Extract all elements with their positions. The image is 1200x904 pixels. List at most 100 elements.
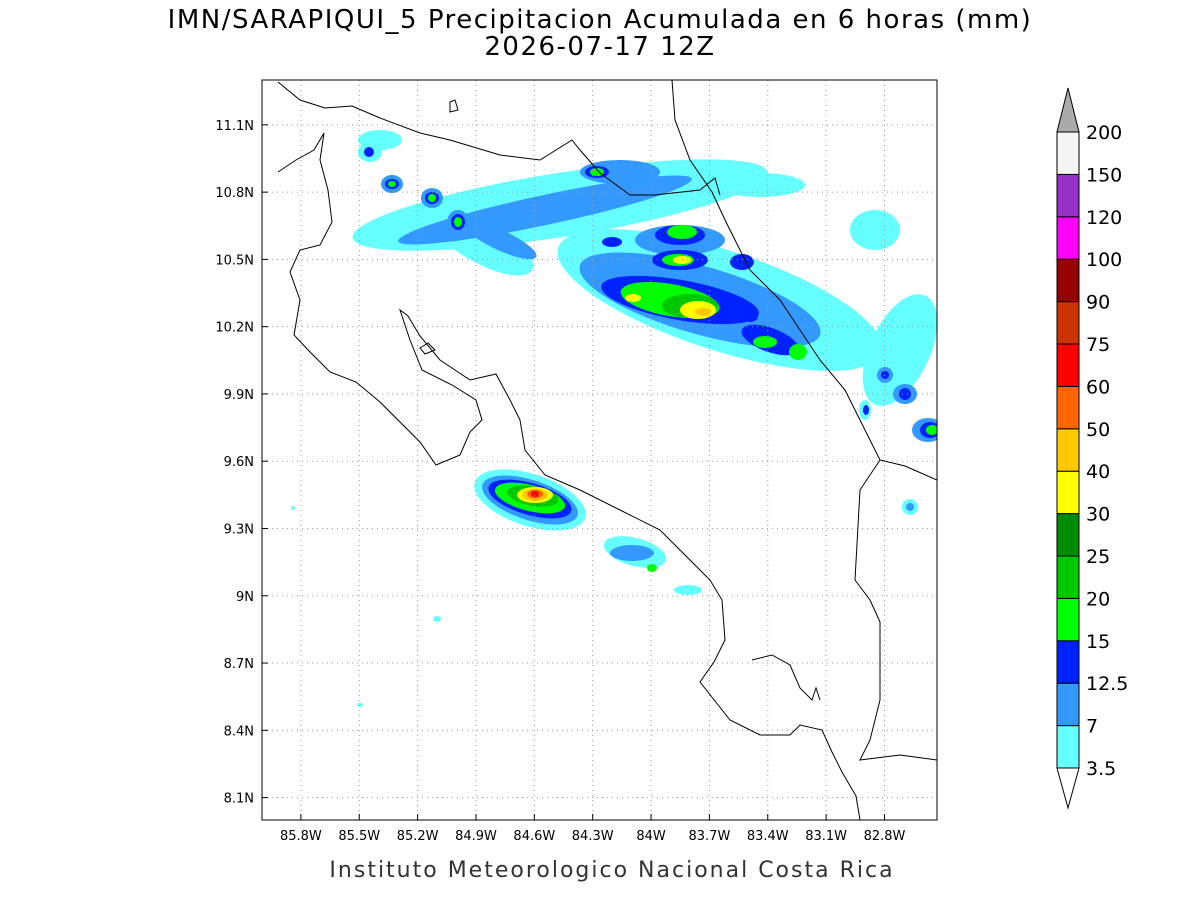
precip-area	[789, 344, 807, 360]
colorbar-box	[1056, 513, 1080, 557]
precip-area	[580, 160, 660, 184]
colorbar-label: 200	[1086, 122, 1122, 144]
grid	[262, 80, 937, 820]
precip-area	[742, 310, 758, 322]
colorbar-box	[1056, 385, 1080, 430]
coastline	[277, 132, 861, 820]
precip-area	[602, 237, 622, 247]
x-tick-label: 84.6W	[513, 829, 555, 844]
colorbar-box	[1056, 428, 1080, 472]
x-tick-label: 85.2W	[397, 829, 439, 844]
colorbar-box	[1056, 682, 1080, 727]
precip-area	[881, 371, 889, 379]
colorbar-label: 40	[1086, 461, 1110, 483]
map-frame	[261, 79, 938, 821]
precip-area	[433, 616, 441, 622]
x-tick-label: 84.3W	[572, 829, 614, 844]
colorbar-label: 25	[1086, 546, 1110, 568]
colorbar-label: 20	[1086, 588, 1110, 610]
precip-area	[695, 308, 711, 316]
precip-area	[531, 491, 539, 497]
axis-ticks: 85.8W 85.5W 85.2W 84.9W 84.6W 84.3W 84W 83.7W 83…	[215, 119, 905, 844]
colorbar-over	[1056, 87, 1080, 133]
footer: Instituto Meteorologico Nacional Costa R…	[329, 858, 894, 883]
coastline	[854, 459, 937, 761]
y-tick-label: 10.2N	[215, 321, 254, 336]
precip-area	[863, 405, 869, 415]
colorbar-under	[1056, 767, 1080, 810]
precip-area	[625, 294, 641, 302]
precip-area	[673, 256, 691, 264]
colorbar-label: 90	[1086, 292, 1110, 314]
colorbar-label: 100	[1086, 249, 1122, 271]
island	[419, 342, 436, 355]
colorbar-label: 75	[1086, 334, 1110, 356]
precip-area	[850, 210, 900, 250]
subtitle: 2026-07-17 12Z	[484, 32, 715, 62]
coastline	[671, 80, 937, 481]
colorbar-label: 7	[1086, 716, 1098, 738]
x-tick-label: 82.8W	[864, 829, 906, 844]
colorbar-box	[1056, 470, 1080, 515]
colorbar-box	[1056, 258, 1080, 303]
colorbar-box	[1056, 301, 1080, 345]
y-tick-label: 10.8N	[215, 186, 254, 201]
coastline	[277, 81, 721, 196]
x-tick-label: 84W	[636, 829, 666, 844]
colorbar-box	[1056, 555, 1080, 599]
precip-area	[610, 545, 654, 561]
x-tick-label: 83.1W	[805, 829, 847, 844]
precip-area	[647, 564, 657, 572]
colorbar-box	[1056, 640, 1080, 684]
colorbar-box	[1056, 173, 1080, 218]
y-tick-label: 8.7N	[224, 657, 254, 672]
y-tick-label: 9.3N	[224, 522, 254, 537]
precip-area	[388, 181, 396, 187]
precip-area	[454, 217, 462, 227]
colorbar-label: 60	[1086, 376, 1110, 398]
colorbar-label: 12.5	[1086, 673, 1128, 695]
title: IMN/SARAPIQUI_5 Precipitacion Acumulada …	[168, 5, 1033, 35]
y-tick-label: 9N	[236, 590, 254, 605]
precip-area	[463, 220, 537, 260]
precip-area	[730, 254, 754, 270]
lake-shore	[449, 99, 459, 113]
colorbar-label: 30	[1086, 504, 1110, 526]
x-tick-label: 85.5W	[338, 829, 380, 844]
precip-area	[926, 425, 937, 435]
colorbar-label: 50	[1086, 419, 1110, 441]
colorbar: 3.5 7 12.5 15 20 25 30 40 50 60 75 90 100 120 150 200	[1056, 87, 1128, 810]
precip-area	[364, 147, 374, 157]
precip-area	[674, 585, 702, 595]
precip-area	[428, 194, 436, 202]
precip-area	[291, 506, 295, 510]
y-tick-label: 8.4N	[224, 724, 254, 739]
colorbar-label: 120	[1086, 207, 1122, 229]
precip-area	[906, 503, 914, 511]
colorbar-label: 3.5	[1086, 758, 1116, 780]
y-tick-label: 10.5N	[215, 253, 254, 268]
y-tick-label: 9.6N	[224, 455, 254, 470]
precipitation-field	[291, 130, 937, 707]
precip-area	[590, 168, 604, 176]
y-tick-label: 11.1N	[215, 119, 254, 134]
coastline	[751, 654, 821, 701]
colorbar-box	[1056, 725, 1080, 769]
coastlines	[277, 80, 937, 820]
colorbar-box	[1056, 343, 1080, 387]
precip-area	[715, 173, 805, 197]
y-tick-label: 9.9N	[224, 388, 254, 403]
colorbar-box	[1056, 597, 1080, 642]
colorbar-label: 15	[1086, 631, 1110, 653]
colorbar-box	[1056, 131, 1080, 175]
precip-area	[753, 336, 777, 348]
y-tick-label: 8.1N	[224, 792, 254, 807]
x-tick-label: 83.4W	[747, 829, 789, 844]
colorbar-label: 150	[1086, 164, 1122, 186]
x-tick-label: 83.7W	[689, 829, 731, 844]
x-tick-label: 85.8W	[280, 829, 322, 844]
colorbar-box	[1056, 216, 1080, 260]
x-tick-label: 84.9W	[455, 829, 497, 844]
precip-area	[667, 225, 697, 239]
